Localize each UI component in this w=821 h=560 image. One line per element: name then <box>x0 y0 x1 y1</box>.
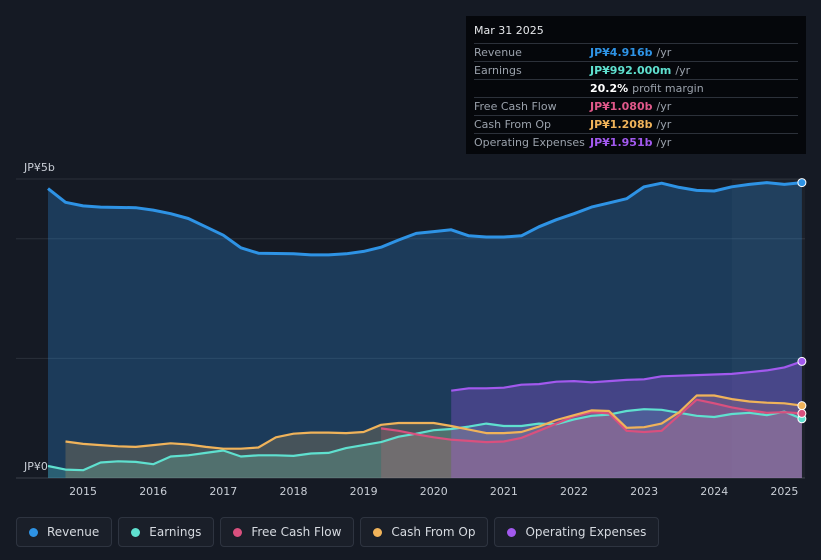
earnings-line <box>47 408 803 472</box>
legend-dot-icon <box>29 527 38 537</box>
tooltip-unit: /yr <box>656 118 672 131</box>
legend-item-revenue[interactable]: Revenue <box>16 517 113 547</box>
tooltip-label: Revenue <box>474 46 522 59</box>
series-lines <box>47 181 803 472</box>
tooltip-label: Operating Expenses <box>474 136 585 149</box>
legend-item-cash-from-op[interactable]: Cash From Op <box>360 517 489 547</box>
series-areas <box>48 182 802 478</box>
revenue-line <box>47 181 803 257</box>
tooltip-unit: /yr <box>656 46 672 59</box>
tooltip-row: 20.2% profit margin <box>474 79 798 97</box>
tooltip-value: JP¥1.080b <box>590 100 653 113</box>
tooltip-label: Earnings <box>474 64 522 77</box>
free-cash-flow-area <box>381 399 802 478</box>
tooltip-row: Operating Expenses JP¥1.951b/yr <box>474 133 798 151</box>
legend-label: Free Cash Flow <box>251 525 342 539</box>
tooltip-unit: profit margin <box>632 82 704 95</box>
tooltip-unit: /yr <box>656 136 672 149</box>
tooltip-value: JP¥992.000m <box>590 64 672 77</box>
tooltip-label: Free Cash Flow <box>474 100 557 113</box>
tooltip-value: JP¥1.951b <box>590 136 653 149</box>
tooltip-row: Free Cash Flow JP¥1.080b/yr <box>474 97 798 115</box>
tooltip-label: Cash From Op <box>474 118 552 131</box>
operating-expenses-endpoint <box>797 356 807 366</box>
free-cash-flow-line <box>380 398 802 444</box>
chart-legend: Revenue Earnings Free Cash Flow Cash From O… <box>16 517 660 549</box>
y-axis-top-label: JP¥5b <box>23 161 55 174</box>
tooltip-unit: /yr <box>656 100 672 113</box>
legend-dot-icon <box>233 527 243 537</box>
series-endpoints <box>797 178 807 424</box>
legend-item-earnings[interactable]: Earnings <box>118 517 215 547</box>
cash-from-op-line <box>65 394 803 450</box>
cash-from-op-endpoint <box>797 401 807 411</box>
legend-dot-icon <box>373 527 383 537</box>
free-cash-flow-endpoint <box>797 408 807 418</box>
tooltip-value: 20.2% <box>590 82 629 95</box>
x-tick-label: 2022 <box>560 485 588 498</box>
legend-label: Cash From Op <box>391 525 476 539</box>
x-tick-label: 2020 <box>420 485 448 498</box>
x-tick-label: 2019 <box>350 485 378 498</box>
x-tick-label: 2023 <box>630 485 658 498</box>
tooltip-date: Mar 31 2025 <box>474 24 544 37</box>
y-axis-zero-label: JP¥0 <box>23 460 48 473</box>
legend-label: Operating Expenses <box>525 525 647 539</box>
revenue-endpoint <box>797 178 807 188</box>
legend-label: Earnings <box>149 525 202 539</box>
legend-item-free-cash-flow[interactable]: Free Cash Flow <box>220 517 355 547</box>
gridlines <box>16 178 805 479</box>
x-tick-label: 2015 <box>69 485 97 498</box>
tooltip-row: Cash From Op JP¥1.208b/yr <box>474 115 798 133</box>
legend-dot-icon <box>131 527 141 537</box>
operating-expenses-line <box>451 360 803 392</box>
x-tick-label: 2018 <box>279 485 307 498</box>
tooltip-row: Earnings JP¥992.000m/yr <box>474 61 798 79</box>
tooltip-unit: /yr <box>675 64 691 77</box>
tooltip-row: Revenue JP¥4.916b/yr <box>474 43 798 61</box>
revenue-area <box>48 182 802 478</box>
legend-label: Revenue <box>47 525 100 539</box>
operating-expenses-area <box>451 361 802 478</box>
x-tick-label: 2025 <box>770 485 798 498</box>
x-tick-label: 2021 <box>490 485 518 498</box>
data-tooltip: Mar 31 2025 Revenue JP¥4.916b/yr Earnings J… <box>466 16 806 154</box>
x-tick-label: 2024 <box>700 485 728 498</box>
legend-item-operating-expenses[interactable]: Operating Expenses <box>494 517 660 547</box>
x-tick-label: 2017 <box>209 485 237 498</box>
x-tick-label: 2016 <box>139 485 167 498</box>
legend-dot-icon <box>507 527 517 537</box>
x-axis-ticks: 2015 2016 2017 2018 2019 2020 2021 2022 2023 2024… <box>69 485 798 498</box>
tooltip-value: JP¥1.208b <box>590 118 653 131</box>
earnings-area <box>48 409 802 478</box>
tooltip-value: JP¥4.916b <box>590 46 653 59</box>
